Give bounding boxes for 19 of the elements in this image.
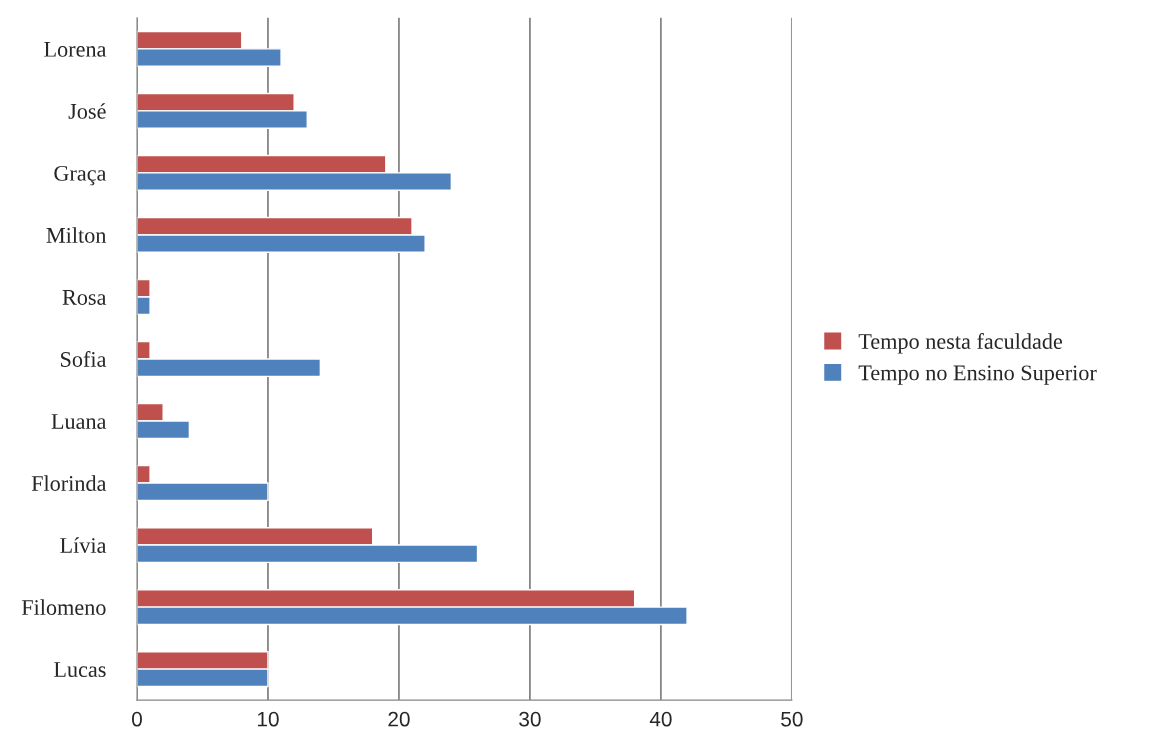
x-tick-label: 0	[132, 711, 142, 727]
y-tick-label: José	[68, 103, 106, 119]
y-tick-label: Lorena	[44, 42, 107, 57]
y-tick-label: Milton	[46, 227, 107, 243]
y-tick-label: Filomeno	[21, 599, 106, 615]
x-tick-label: 10	[257, 711, 279, 727]
legend-label: Tempo nesta faculdade	[858, 333, 1063, 354]
y-tick-label: Lívia	[60, 537, 107, 553]
y-tick-label: Rosa	[62, 290, 107, 305]
legend-label: Tempo no Ensino Superior	[858, 365, 1097, 385]
x-tick-label: 40	[649, 711, 672, 727]
y-tick-label: Luana	[51, 414, 107, 429]
y-tick-label: Lucas	[54, 662, 106, 678]
y-tick-label: Florinda	[31, 475, 107, 491]
y-tick-label: Graça	[54, 165, 107, 186]
x-tick-label: 50	[781, 711, 803, 727]
x-tick-label: 30	[519, 711, 541, 727]
x-tick-label: 20	[388, 711, 410, 727]
y-tick-label: Sofia	[61, 351, 107, 367]
